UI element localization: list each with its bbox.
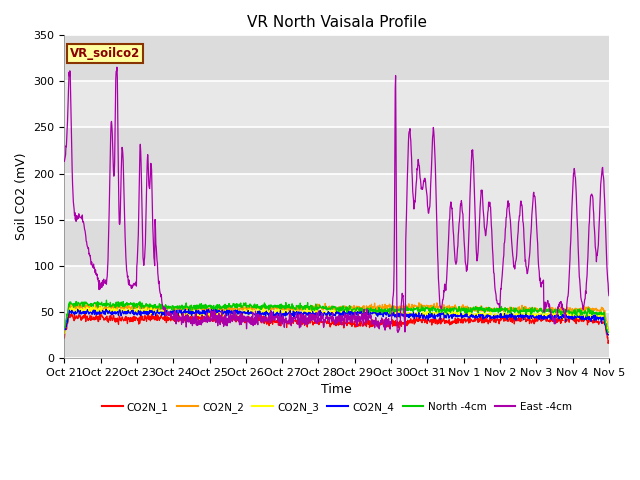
Bar <box>65 266 609 312</box>
Title: VR North Vaisala Profile: VR North Vaisala Profile <box>246 15 427 30</box>
Bar <box>65 220 609 266</box>
Bar <box>65 312 609 358</box>
Text: VR_soilco2: VR_soilco2 <box>70 47 140 60</box>
Bar <box>65 36 609 82</box>
Y-axis label: Soil CO2 (mV): Soil CO2 (mV) <box>15 153 28 240</box>
X-axis label: Time: Time <box>321 383 352 396</box>
Legend: CO2N_1, CO2N_2, CO2N_3, CO2N_4, North -4cm, East -4cm: CO2N_1, CO2N_2, CO2N_3, CO2N_4, North -4… <box>97 398 576 417</box>
Bar <box>65 128 609 174</box>
Bar <box>65 174 609 220</box>
Bar <box>65 82 609 128</box>
